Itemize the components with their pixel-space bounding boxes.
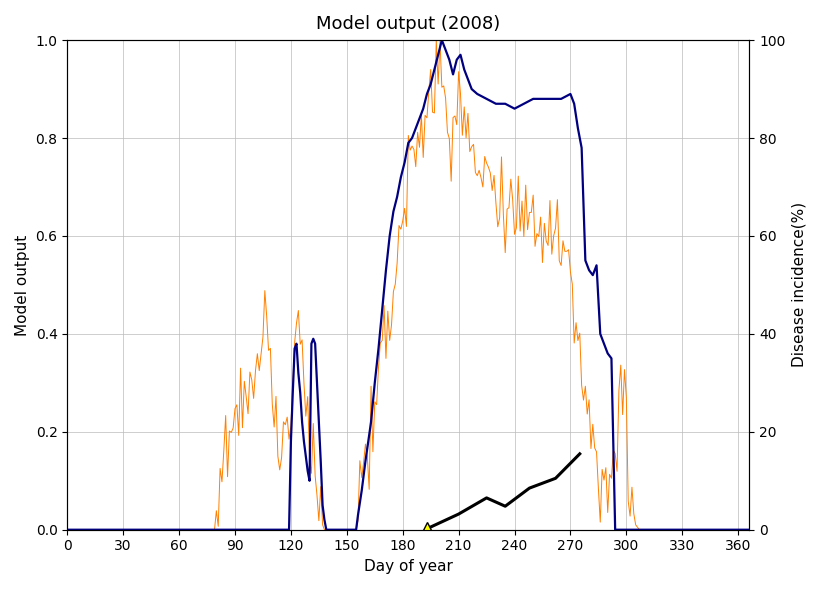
Y-axis label: Disease incidence(%): Disease incidence(%) [791,203,806,368]
Y-axis label: Model output: Model output [15,234,30,336]
Title: Model output (2008): Model output (2008) [316,15,501,33]
X-axis label: Day of year: Day of year [364,559,452,574]
